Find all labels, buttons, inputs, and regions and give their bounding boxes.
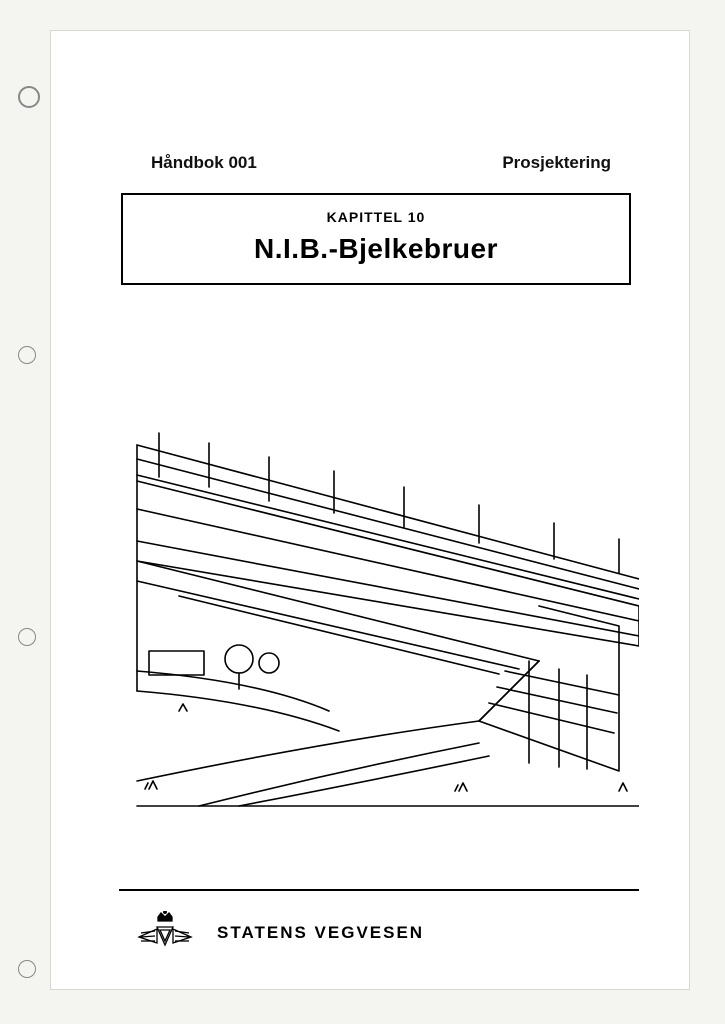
bridge-illustration [119, 411, 639, 811]
handbook-label: Håndbok 001 [151, 153, 257, 173]
punch-hole-icon [18, 960, 36, 978]
chapter-label: KAPITTEL 10 [123, 209, 629, 225]
document-page: Håndbok 001 Prosjektering KAPITTEL 10 N.… [50, 30, 690, 990]
punch-hole-icon [18, 346, 36, 364]
footer-block: STATENS VEGVESEN [135, 911, 424, 955]
punch-hole-icon [18, 628, 36, 646]
organization-name: STATENS VEGVESEN [217, 923, 424, 943]
punch-hole-icon [18, 86, 40, 108]
bridge-svg [119, 411, 639, 811]
section-label: Prosjektering [502, 153, 611, 173]
vegvesen-logo-icon [135, 911, 195, 955]
title-box: KAPITTEL 10 N.I.B.-Bjelkebruer [121, 193, 631, 285]
footer-rule [119, 889, 639, 891]
main-title: N.I.B.-Bjelkebruer [123, 233, 629, 265]
header-row: Håndbok 001 Prosjektering [151, 153, 611, 173]
